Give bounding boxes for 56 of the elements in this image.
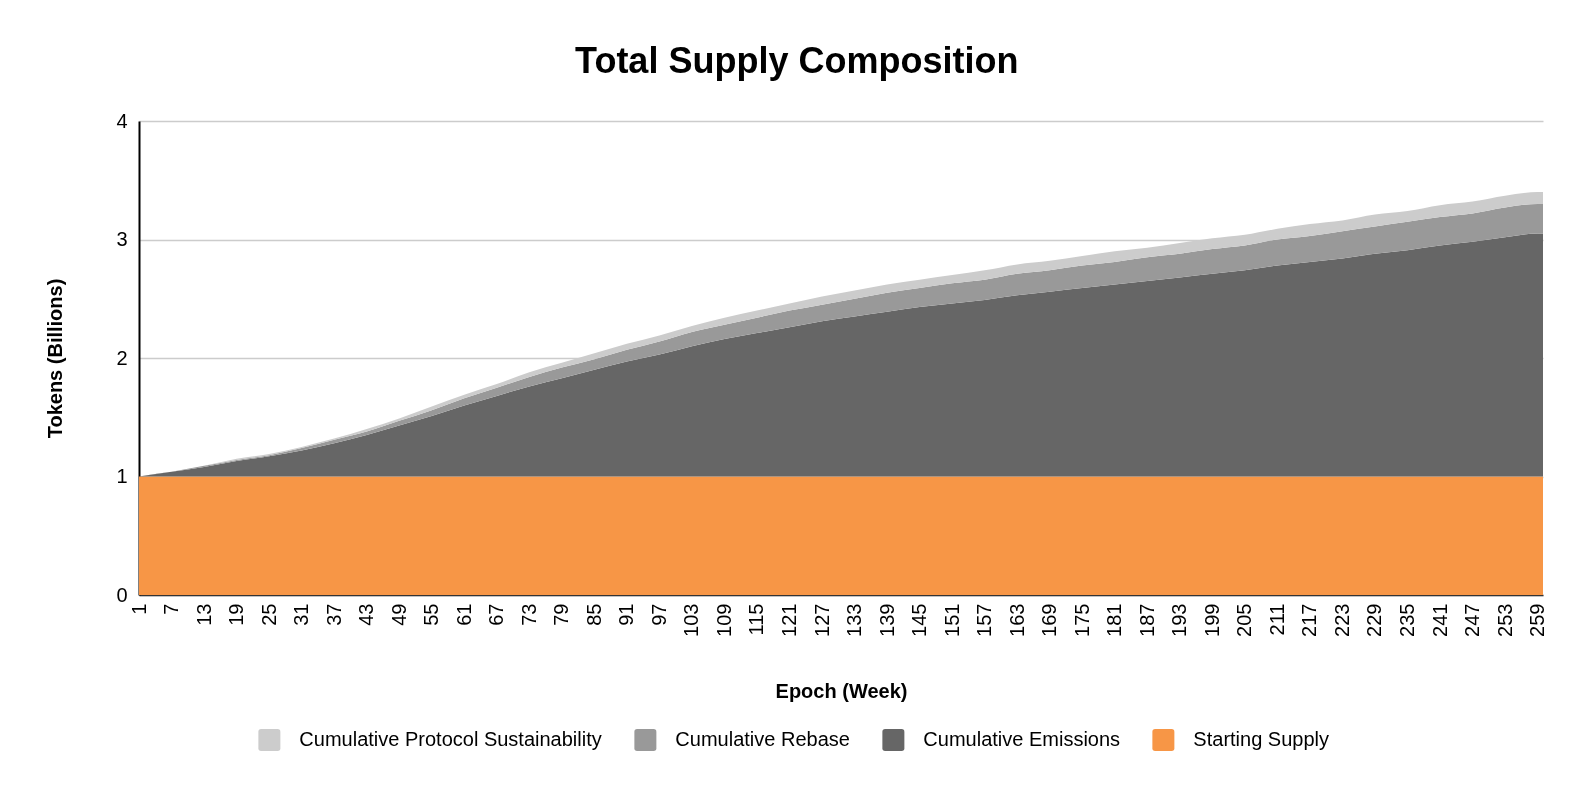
x-tick-label: 241 [1428,603,1451,637]
x-tick-label: 49 [387,603,410,626]
x-tick-label: 43 [355,603,378,626]
x-tick-label: 109 [712,603,735,637]
x-tick-label: 67 [485,603,508,626]
y-tick-label: 3 [116,228,128,250]
legend-label: Starting Supply [1193,728,1330,750]
x-tick-label: 19 [225,603,248,626]
x-tick-label: 247 [1461,603,1484,637]
x-tick-label: 127 [810,603,833,637]
x-tick-label: 199 [1200,603,1223,637]
x-tick-label: 13 [192,603,215,626]
x-tick-label: 55 [420,603,443,626]
x-tick-label: 1 [127,603,150,615]
x-tick-label: 253 [1493,603,1516,637]
legend-label: Cumulative Rebase [675,728,850,750]
x-tick-label: 205 [1233,603,1256,637]
chart-title: Total Supply Composition [575,40,1019,81]
x-tick-label: 259 [1526,603,1549,637]
x-tick-label: 61 [452,603,475,626]
x-tick-label: 211 [1265,603,1288,636]
y-axis-title: Tokens (Billions) [44,278,67,439]
x-tick-label: 235 [1395,603,1418,637]
x-tick-label: 163 [1005,603,1028,637]
x-tick-label: 139 [875,603,898,637]
x-tick-label: 169 [1038,603,1061,637]
x-tick-label: 25 [257,603,280,626]
x-tick-label: 229 [1363,603,1386,637]
x-tick-label: 133 [843,603,866,637]
x-tick-label: 79 [550,603,573,626]
x-tick-label: 37 [322,603,345,626]
y-tick-label: 0 [116,583,128,606]
x-axis-title: Epoch (Week) [775,679,908,702]
legend-label: Cumulative Protocol Sustainability [299,728,602,750]
x-tick-label: 85 [582,603,605,626]
x-tick-label: 223 [1330,603,1353,637]
x-tick-label: 187 [1135,603,1158,637]
x-tick-label: 181 [1103,603,1126,637]
x-tick-label: 7 [160,603,183,615]
x-tick-label: 217 [1298,603,1321,637]
x-tick-label: 157 [973,603,996,637]
y-tick-label: 1 [116,465,128,487]
y-tick-label: 4 [116,109,128,132]
x-tick-label: 97 [647,603,670,626]
x-tick-label: 151 [940,603,963,637]
x-tick-label: 91 [615,603,638,626]
x-tick-label: 121 [778,603,800,637]
y-tick-label: 2 [116,346,128,369]
x-tick-label: 115 [745,603,768,636]
x-tick-label: 193 [1168,603,1191,637]
x-tick-label: 175 [1070,603,1093,637]
x-tick-label: 103 [680,603,703,637]
x-tick-label: 31 [290,603,313,626]
x-tick-label: 145 [908,603,931,637]
legend-label: Cumulative Emissions [923,728,1121,750]
x-tick-label: 73 [517,603,540,626]
